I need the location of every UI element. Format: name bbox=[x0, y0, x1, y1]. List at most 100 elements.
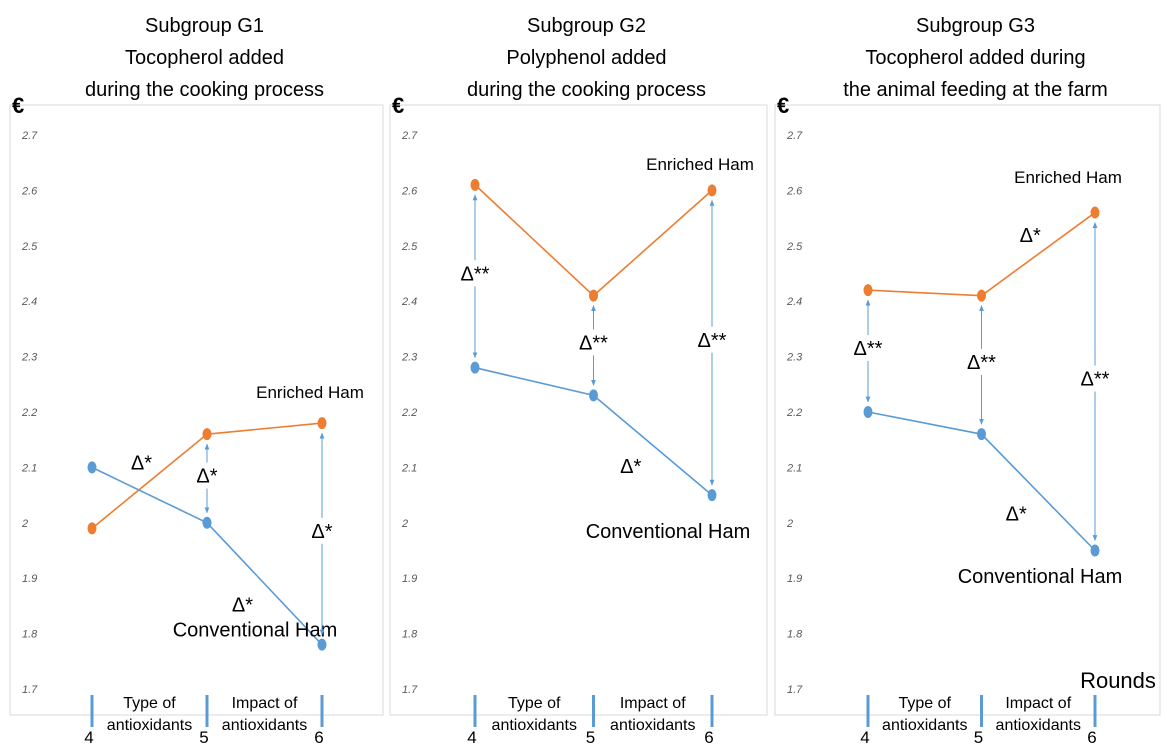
y-tick-label: 2.6 bbox=[401, 185, 418, 197]
x-tick-label: 4 bbox=[860, 728, 869, 745]
data-point-enriched bbox=[863, 284, 873, 297]
data-point-conventional bbox=[707, 489, 717, 502]
delta-annotation: Δ* bbox=[131, 452, 152, 474]
y-tick-label: 2.5 bbox=[786, 241, 803, 253]
phase-label: antioxidants bbox=[107, 717, 192, 734]
data-point-conventional bbox=[470, 361, 480, 374]
data-point-conventional bbox=[1090, 544, 1100, 557]
y-tick-label: 1.8 bbox=[22, 629, 38, 641]
series-label-enriched: Enriched Ham bbox=[256, 383, 364, 402]
phase-label: Type of bbox=[123, 695, 176, 712]
phase-label: antioxidants bbox=[610, 717, 695, 734]
delta-annotation: Δ* bbox=[1006, 503, 1027, 525]
y-tick-label: 2 bbox=[401, 518, 408, 530]
y-tick-label: 1.8 bbox=[402, 629, 418, 641]
y-tick-label: 1.9 bbox=[402, 573, 417, 585]
delta-annotation: Δ* bbox=[311, 521, 332, 543]
y-tick-label: 2.7 bbox=[786, 130, 803, 142]
phase-label: Impact of bbox=[620, 695, 686, 712]
chart-title-line: Tocopherol added bbox=[125, 47, 284, 69]
x-tick-label: 5 bbox=[199, 728, 208, 745]
data-point-enriched bbox=[589, 289, 598, 302]
y-tick-label: 1.9 bbox=[22, 573, 37, 585]
data-point-enriched bbox=[470, 178, 480, 191]
delta-annotation: Δ** bbox=[854, 338, 883, 360]
panel-frame bbox=[9, 104, 384, 716]
y-tick-label: 1.9 bbox=[787, 573, 802, 585]
series-label-conventional: Conventional Ham bbox=[173, 620, 338, 642]
y-tick-label: 2.3 bbox=[786, 352, 803, 364]
y-tick-label: 2.5 bbox=[401, 241, 418, 253]
x-tick-label: 4 bbox=[84, 728, 93, 745]
data-point-enriched bbox=[202, 428, 212, 441]
delta-annotation: Δ** bbox=[967, 352, 996, 374]
y-tick-label: 2.4 bbox=[21, 296, 37, 308]
chart-title-line: the animal feeding at the farm bbox=[843, 79, 1108, 101]
data-point-enriched bbox=[977, 289, 986, 302]
delta-annotation: Δ** bbox=[1081, 369, 1110, 391]
delta-annotation: Δ** bbox=[579, 333, 608, 355]
data-point-enriched bbox=[87, 522, 97, 535]
data-point-enriched bbox=[317, 417, 327, 430]
data-point-conventional bbox=[87, 461, 97, 474]
delta-annotation: Δ** bbox=[698, 330, 727, 352]
y-tick-label: 2.1 bbox=[21, 462, 37, 474]
chart-title-line: Polyphenol added bbox=[506, 47, 666, 69]
y-tick-label: 2 bbox=[786, 518, 793, 530]
series-label-enriched: Enriched Ham bbox=[646, 155, 754, 174]
y-tick-label: 2 bbox=[21, 518, 28, 530]
y-tick-label: 2.7 bbox=[401, 130, 418, 142]
phase-label: Impact of bbox=[1005, 695, 1071, 712]
delta-annotation: Δ* bbox=[1020, 225, 1041, 247]
phase-label: antioxidants bbox=[492, 717, 577, 734]
y-tick-label: 2.4 bbox=[786, 296, 802, 308]
y-tick-label: 1.7 bbox=[22, 684, 38, 696]
x-tick-label: 5 bbox=[974, 728, 983, 745]
x-tick-label: 4 bbox=[467, 728, 476, 745]
delta-annotation: Δ* bbox=[196, 465, 217, 487]
y-tick-label: 2.2 bbox=[401, 407, 417, 419]
y-tick-label: 2.4 bbox=[401, 296, 417, 308]
data-point-conventional bbox=[977, 428, 986, 441]
y-axis-label: € bbox=[392, 93, 404, 118]
y-tick-label: 1.7 bbox=[402, 684, 418, 696]
series-label-enriched: Enriched Ham bbox=[1014, 168, 1122, 187]
x-tick-label: 6 bbox=[704, 728, 713, 745]
x-tick-label: 6 bbox=[1087, 728, 1096, 745]
series-line-enriched bbox=[867, 211, 1096, 297]
delta-annotation: Δ* bbox=[620, 456, 641, 478]
y-tick-label: 1.8 bbox=[787, 629, 803, 641]
phase-label: antioxidants bbox=[882, 717, 967, 734]
y-tick-label: 2.7 bbox=[21, 130, 38, 142]
chart-title-line: Subgroup G2 bbox=[527, 15, 646, 37]
phase-label: antioxidants bbox=[222, 717, 307, 734]
x-tick-label: 5 bbox=[586, 728, 595, 745]
y-axis-label: € bbox=[12, 93, 24, 118]
data-point-conventional bbox=[863, 406, 873, 418]
phase-label: Type of bbox=[899, 695, 952, 712]
x-axis-label: Rounds bbox=[1080, 668, 1156, 693]
y-tick-label: 2.2 bbox=[21, 407, 37, 419]
series-line-enriched bbox=[474, 184, 713, 297]
chart-title-line: during the cooking process bbox=[467, 79, 706, 101]
y-tick-label: 2.3 bbox=[21, 352, 38, 364]
y-tick-label: 1.7 bbox=[787, 684, 803, 696]
chart-title-line: Subgroup G1 bbox=[145, 15, 264, 37]
data-point-enriched bbox=[707, 184, 717, 197]
panel-frame bbox=[774, 104, 1161, 716]
y-tick-label: 2.3 bbox=[401, 352, 418, 364]
y-tick-label: 2.5 bbox=[21, 241, 38, 253]
y-tick-label: 2.6 bbox=[21, 185, 38, 197]
phase-label: antioxidants bbox=[996, 717, 1081, 734]
data-point-enriched bbox=[1090, 206, 1100, 219]
series-label-conventional: Conventional Ham bbox=[586, 521, 751, 543]
chart-title-line: during the cooking process bbox=[85, 79, 324, 101]
series-label-conventional: Conventional Ham bbox=[958, 566, 1123, 588]
chart-title-line: Subgroup G3 bbox=[916, 15, 1035, 37]
chart-title-line: Tocopherol added during bbox=[865, 47, 1085, 69]
phase-label: Impact of bbox=[232, 695, 298, 712]
y-tick-label: 2.6 bbox=[786, 185, 803, 197]
data-point-conventional bbox=[317, 638, 327, 651]
